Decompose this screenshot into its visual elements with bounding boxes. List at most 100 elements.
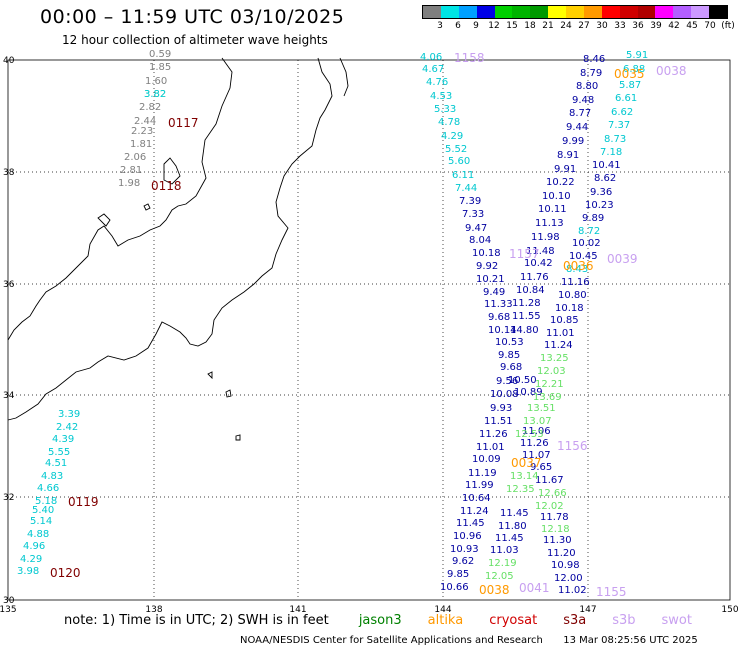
wave-height-value: 9.89 xyxy=(582,213,604,224)
wave-height-value: 12.66 xyxy=(538,488,567,499)
wave-height-value: 12.18 xyxy=(541,524,570,535)
graticule xyxy=(8,60,730,600)
wave-height-value: 11.99 xyxy=(465,480,494,491)
wave-height-value: 10.53 xyxy=(495,337,524,348)
legend-item-jason3: jason3 xyxy=(358,613,402,628)
color-swatch xyxy=(440,6,459,18)
color-scale-label: 9 xyxy=(473,21,479,31)
color-scale-label: 27 xyxy=(578,21,590,31)
wave-height-value: 9.99 xyxy=(562,136,584,147)
wave-height-value: 11.45 xyxy=(456,518,485,529)
wave-height-value: 11.30 xyxy=(543,535,572,546)
color-swatch xyxy=(548,6,566,18)
color-swatch xyxy=(655,6,674,18)
wave-height-value: 9.92 xyxy=(476,261,498,272)
pass-time-label: 0119 xyxy=(68,495,99,509)
wave-height-value: 5.18 xyxy=(35,496,57,507)
wave-height-value: 11.02 xyxy=(558,585,587,596)
wave-height-value: 2.42 xyxy=(56,422,78,433)
wave-height-value: 11.98 xyxy=(531,232,560,243)
color-scale-label: 33 xyxy=(614,21,626,31)
pass-time-label: 0035 xyxy=(614,67,645,81)
wave-height-value: 11.24 xyxy=(460,506,489,517)
wave-height-value: 10.45 xyxy=(569,251,598,262)
wave-height-value: 6.11 xyxy=(452,170,474,181)
color-swatch xyxy=(530,6,549,18)
wave-height-value: 11.01 xyxy=(546,328,575,339)
wave-height-value: 12.21 xyxy=(535,379,564,390)
wave-height-value: 9.47 xyxy=(465,223,487,234)
wave-height-value: 10.08 xyxy=(490,389,519,400)
color-scale-label: 6 xyxy=(455,21,461,31)
wave-height-value: 10.89 xyxy=(514,387,543,398)
wave-height-value: 6.88 xyxy=(623,64,645,75)
wave-height-value: 10.18 xyxy=(555,303,584,314)
wave-height-value: 4.88 xyxy=(27,529,49,540)
wave-height-value: 12.03 xyxy=(537,366,566,377)
wave-height-value: 10.42 xyxy=(524,258,553,269)
wave-height-value: 4.83 xyxy=(41,471,63,482)
x-axis-tick-label: 141 xyxy=(289,605,306,615)
color-scale-label: (ft) xyxy=(721,21,735,31)
wave-height-value: 10.09 xyxy=(472,454,501,465)
wave-height-value: 5.55 xyxy=(48,447,70,458)
color-scale-label: 36 xyxy=(632,21,644,31)
pass-time-label: 0120 xyxy=(50,566,81,580)
wave-height-value: 7.33 xyxy=(462,209,484,220)
color-scale-label: 39 xyxy=(650,21,662,31)
wave-height-value: 4.29 xyxy=(20,554,42,565)
wave-height-value: 2.23 xyxy=(131,126,153,137)
wave-height-value: 10.14 xyxy=(488,325,517,336)
wave-height-value: 10.98 xyxy=(551,560,580,571)
color-scale-label: 15 xyxy=(506,21,518,31)
map-frame xyxy=(7,59,731,601)
wave-height-value: 9.56 xyxy=(496,376,518,387)
color-scale-label: 12 xyxy=(488,21,500,31)
x-axis-tick-label: 150 xyxy=(721,605,738,615)
color-swatch xyxy=(476,6,495,18)
wave-height-value: 2.44 xyxy=(134,116,156,127)
wave-height-value: 11.80 xyxy=(498,521,527,532)
color-scale-labels: 3 6 9 12 15 18 21 24 27 30 33 36 39 42 45 70 (ft) xyxy=(422,21,740,33)
wave-height-value: 4.53 xyxy=(430,91,452,102)
color-scale-label: 30 xyxy=(596,21,608,31)
page-title: 00:00 – 11:59 UTC 03/10/2025 xyxy=(40,6,345,28)
wave-height-value: 11.76 xyxy=(520,272,549,283)
wave-height-value: 1.60 xyxy=(145,76,167,87)
wave-height-value: 11.19 xyxy=(468,468,497,479)
wave-height-value: 3.82 xyxy=(144,89,166,100)
pass-time-label: 0038 xyxy=(656,64,687,78)
wave-height-value: 8.79 xyxy=(580,68,602,79)
wave-height-value: 2.06 xyxy=(124,152,146,163)
wave-height-value: 8.43 xyxy=(566,264,588,275)
wave-height-value: 8.73 xyxy=(604,134,626,145)
wave-height-value: 9.85 xyxy=(447,569,469,580)
wave-height-value: 11.13 xyxy=(535,218,564,229)
wave-height-value: 12.05 xyxy=(485,571,514,582)
wave-height-value: 6.62 xyxy=(611,107,633,118)
wave-height-value: 10.85 xyxy=(550,315,579,326)
wave-height-value: 10.10 xyxy=(542,191,571,202)
x-axis-tick-label: 147 xyxy=(579,605,596,615)
wave-height-value: 11.26 xyxy=(520,438,549,449)
color-swatch xyxy=(709,6,727,18)
color-scale-label: 3 xyxy=(437,21,443,31)
y-axis-tick-label: 30 xyxy=(3,596,15,606)
pass-time-label: 1157 xyxy=(509,247,540,261)
color-swatch xyxy=(423,6,441,18)
color-scale-label: 21 xyxy=(542,21,554,31)
wave-height-value: 10.96 xyxy=(453,531,482,542)
pass-time-label: 0037 xyxy=(511,456,542,470)
y-axis-tick-label: 38 xyxy=(3,168,15,178)
color-swatch xyxy=(673,6,692,18)
wave-height-value: 11.45 xyxy=(500,508,529,519)
credit-text: NOAA/NESDIS Center for Satellite Applica… xyxy=(240,635,543,646)
wave-height-value: 14.80 xyxy=(510,325,539,336)
wave-height-value: 1.85 xyxy=(149,62,171,73)
y-axis-tick-label: 32 xyxy=(3,493,14,503)
legend-item-s3a: s3a xyxy=(563,613,587,628)
wave-height-value: 7.39 xyxy=(459,196,481,207)
wave-height-value: 10.22 xyxy=(546,177,575,188)
pass-time-label: 0118 xyxy=(151,179,182,193)
